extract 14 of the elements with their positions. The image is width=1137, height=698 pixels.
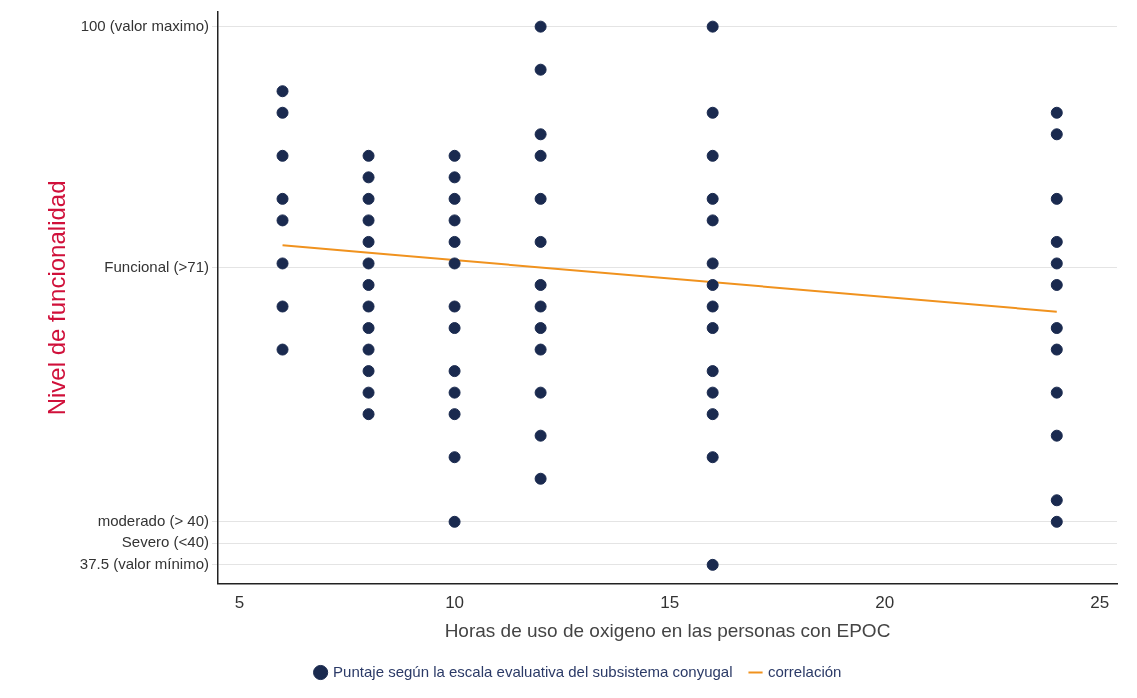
x-tick-label: 5 [234,592,245,612]
y-tick-label: Funcional (>71) [104,257,210,275]
x-tick-label: 20 [875,592,895,612]
x-tick-label: 25 [1090,592,1110,612]
y-tick-label: Severo (<40) [121,533,210,551]
x-tick-label: 15 [660,592,680,612]
y-tick-label: moderado (> 40) [97,511,210,529]
x-tick-label: 10 [445,592,465,612]
y-tick-label: 37.5 (valor mínimo) [79,555,210,572]
legend-label: correlación [768,662,842,680]
legend-label: Puntaje según la escala evaluativa del subsistema conyugal [333,662,733,680]
y-tick-label: 100 (valor maximo) [80,16,210,34]
y-axis-title: Nivel de funcionalidad [43,180,71,416]
x-axis-title: Horas de uso de oxigeno en las personas con EPOC [444,619,891,641]
